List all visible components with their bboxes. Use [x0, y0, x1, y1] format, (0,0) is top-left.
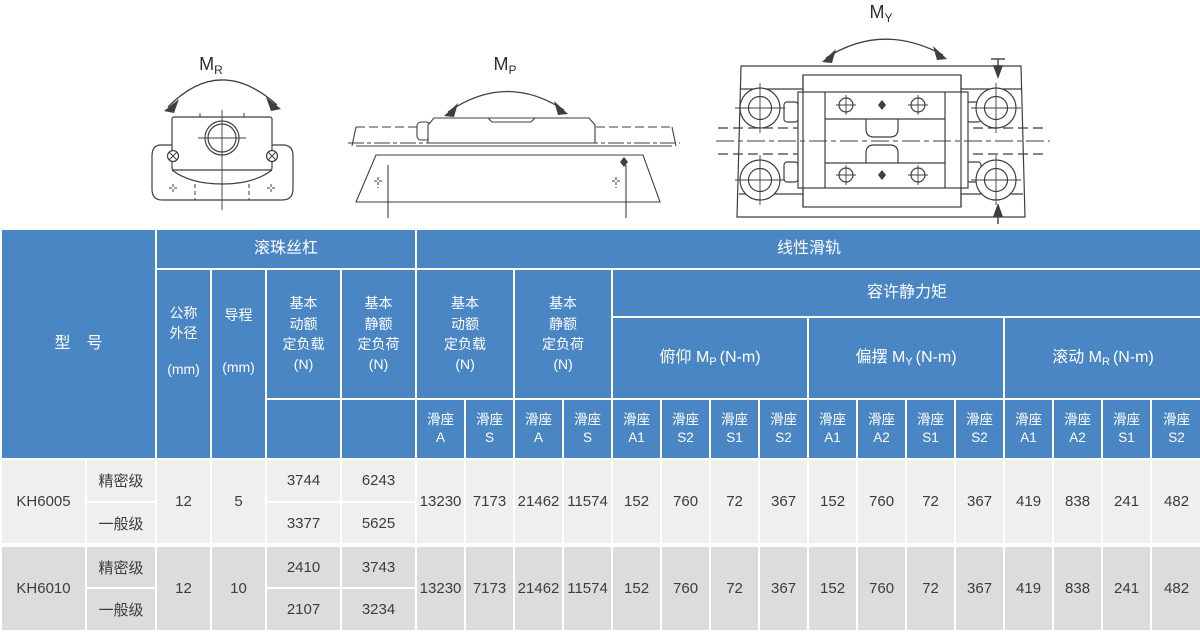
cell-lg-value: 7173: [464, 543, 516, 632]
header-model: 型 号: [0, 228, 158, 460]
cell-lg-value: 760: [660, 543, 712, 632]
rail-top-view: [718, 65, 1048, 218]
yaw-moment-label: MY: [869, 2, 892, 25]
cell-lg-value: 838: [1052, 543, 1104, 632]
cell-lg-value: 760: [660, 458, 712, 546]
header-lg-dynamic-load: 基本 动额 定负载 (N): [415, 268, 516, 400]
cell-od: 12: [155, 458, 213, 546]
pitch-moment-diagram: MP: [348, 54, 680, 218]
header-ball-screw: 滚珠丝杠: [155, 228, 418, 270]
pitch-moment-label: MP: [493, 54, 516, 77]
header-slide-col-7: 滑座 S2: [758, 398, 810, 460]
header-slide-col-10: 滑座 S1: [905, 398, 957, 460]
cell-lg-value: 7173: [464, 458, 516, 546]
cell-lg-value: 11574: [562, 458, 614, 546]
cell-lg-value: 72: [905, 458, 957, 546]
cell-lg-value: 152: [611, 543, 663, 632]
cell-lg-value: 72: [905, 543, 957, 632]
cell-bs-dyn: 2107: [265, 587, 343, 632]
header-slide-col-1: 滑座 S: [464, 398, 516, 460]
header-yaw-moment: 偏摆 MY (N-m): [807, 316, 1006, 400]
header-bs-dynamic-load: 基本 动额 定负载 (N): [265, 268, 343, 400]
cell-lg-value: 367: [954, 543, 1006, 632]
cell-lg-value: 482: [1150, 458, 1200, 546]
header-lead: 导程 (mm): [210, 268, 268, 460]
roll-moment-diagram: MR: [151, 54, 294, 210]
header-slide-col-13: 滑座 A2: [1052, 398, 1104, 460]
cell-bs-stat: 5625: [340, 501, 418, 546]
cell-lg-value: 367: [954, 458, 1006, 546]
cell-lg-value: 21462: [513, 458, 565, 546]
cell-lg-value: 72: [709, 458, 761, 546]
cell-lg-value: 838: [1052, 458, 1104, 546]
cell-bs-stat: 6243: [340, 458, 418, 503]
header-bs-stat-spacer: [340, 398, 418, 460]
header-slide-col-9: 滑座 A2: [856, 398, 908, 460]
cell-grade: 精密级: [84, 458, 158, 503]
carriage-end-view: [151, 116, 294, 201]
header-linear-guide: 线性滑轨: [415, 228, 1200, 270]
header-slide-col-11: 滑座 S2: [954, 398, 1006, 460]
header-nominal-od: 公称 外径 (mm): [155, 268, 213, 460]
rail-side-view: [351, 117, 677, 218]
header-slide-col-15: 滑座 S2: [1150, 398, 1200, 460]
cell-lg-value: 152: [807, 458, 859, 546]
header-slide-col-5: 滑座 S2: [660, 398, 712, 460]
spec-table: 型 号 滚珠丝杠 线性滑轨 公称 外径 (mm) 导程 (mm): [0, 228, 1200, 632]
cell-lead: 10: [210, 543, 268, 632]
cell-lg-value: 152: [611, 458, 663, 546]
cell-grade: 一般级: [84, 587, 158, 632]
roll-arrow-arc: [167, 79, 278, 108]
header-slide-col-8: 滑座 A1: [807, 398, 859, 460]
header-slide-col-2: 滑座 A: [513, 398, 565, 460]
yaw-moment-diagram: MY: [716, 2, 1050, 224]
header-slide-col-6: 滑座 S1: [709, 398, 761, 460]
cell-bs-dyn: 3744: [265, 458, 343, 503]
cell-lg-value: 760: [856, 458, 908, 546]
cell-lg-value: 760: [856, 543, 908, 632]
cell-bs-dyn: 3377: [265, 501, 343, 546]
header-slide-col-3: 滑座 S: [562, 398, 614, 460]
cell-lg-value: 419: [1003, 543, 1055, 632]
header-slide-col-14: 滑座 S1: [1101, 398, 1153, 460]
header-pitch-moment: 俯仰 MP (N-m): [611, 316, 810, 400]
header-slide-col-12: 滑座 A1: [1003, 398, 1055, 460]
cell-lg-value: 367: [758, 543, 810, 632]
cell-lg-value: 152: [807, 543, 859, 632]
roll-moment-label: MR: [199, 54, 223, 77]
cell-bs-dyn: 2410: [265, 543, 343, 589]
yaw-arrow-arc: [825, 38, 944, 59]
header-lg-static-load: 基本 静额 定负荷 (N): [513, 268, 614, 400]
cell-lg-value: 367: [758, 458, 810, 546]
header-roll-moment: 滚动 MR (N-m): [1003, 316, 1200, 400]
cell-model: KH6010: [0, 543, 87, 632]
cell-lg-value: 241: [1101, 458, 1153, 546]
cell-bs-stat: 3743: [340, 543, 418, 589]
cell-lg-value: 21462: [513, 543, 565, 632]
cell-model: KH6005: [0, 458, 87, 546]
cell-lg-value: 11574: [562, 543, 614, 632]
header-allowable-static-moment: 容许静力矩: [611, 268, 1200, 318]
cell-od: 12: [155, 543, 213, 632]
cell-lg-value: 13230: [415, 458, 467, 546]
header-bs-dyn-spacer: [265, 398, 343, 460]
cell-lg-value: 72: [709, 543, 761, 632]
cell-lg-value: 241: [1101, 543, 1153, 632]
cell-lead: 5: [210, 458, 268, 546]
header-slide-col-4: 滑座 A1: [611, 398, 663, 460]
header-bs-static-load: 基本 静额 定负荷 (N): [340, 268, 418, 400]
cell-lg-value: 419: [1003, 458, 1055, 546]
cell-grade: 精密级: [84, 543, 158, 589]
cell-lg-value: 482: [1150, 543, 1200, 632]
cell-grade: 一般级: [84, 501, 158, 546]
header-slide-col-0: 滑座 A: [415, 398, 467, 460]
cell-bs-stat: 3234: [340, 587, 418, 632]
pitch-arrow-arc: [447, 90, 565, 113]
cell-lg-value: 13230: [415, 543, 467, 632]
